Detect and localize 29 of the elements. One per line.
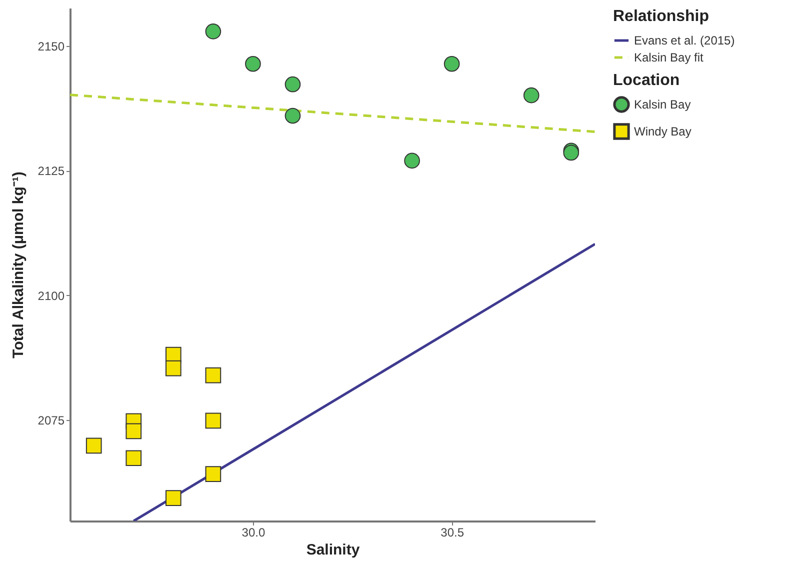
- legend-label: Windy Bay: [634, 124, 692, 138]
- point: [205, 367, 222, 384]
- x-tick-label: 30.5: [440, 526, 464, 540]
- point: [205, 466, 222, 482]
- point: [205, 24, 222, 40]
- legend-label: Kalsin Bay: [634, 98, 691, 112]
- text: Location: [613, 72, 680, 89]
- point: [404, 152, 420, 169]
- point: [86, 438, 102, 454]
- point: [284, 76, 301, 92]
- y-tick-label: 2075: [38, 414, 65, 428]
- x-axis-title: Salinity: [306, 542, 360, 558]
- point: [205, 412, 222, 429]
- y-tick-label: 2125: [38, 164, 65, 178]
- y-tick-label: 2150: [38, 39, 65, 54]
- y-tick-label: 2100: [38, 288, 65, 303]
- legend-label: Evans et al. (2015): [634, 34, 735, 48]
- point: [165, 490, 182, 506]
- text: Relationship: [613, 8, 710, 25]
- point: [284, 108, 301, 124]
- point: [126, 423, 142, 440]
- y-axis-title: Total Alkalinity (μmol kg⁻¹): [10, 172, 27, 358]
- point: [126, 450, 142, 466]
- point: [523, 87, 540, 104]
- legend-label: Kalsin Bay fit: [634, 50, 704, 64]
- point: [245, 56, 261, 72]
- point: [444, 56, 460, 72]
- x-tick-label: 30.0: [242, 526, 266, 540]
- point: [165, 360, 182, 376]
